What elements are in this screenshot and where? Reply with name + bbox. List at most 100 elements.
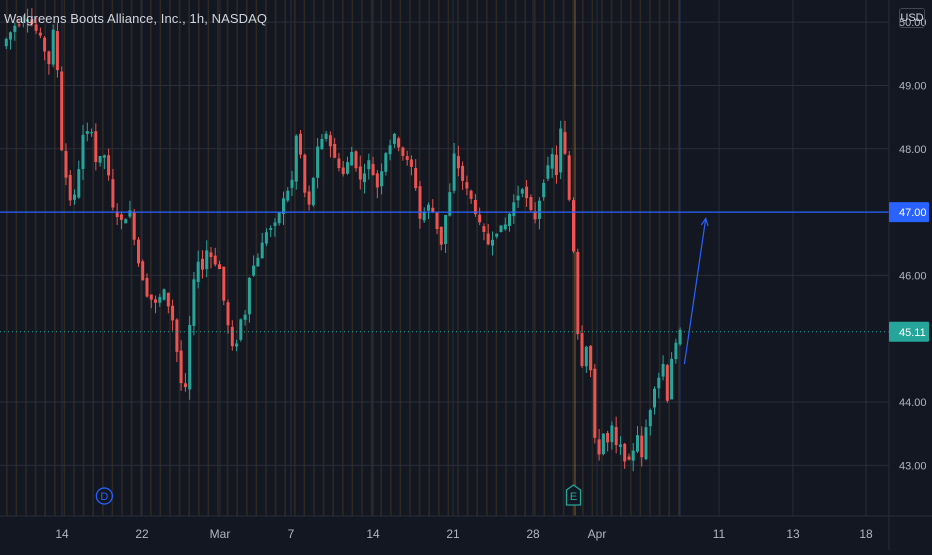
candle[interactable] (473, 194, 477, 217)
candle[interactable] (166, 292, 170, 314)
candle[interactable] (508, 212, 511, 232)
candle[interactable] (618, 436, 622, 455)
currency-button[interactable]: USD (899, 8, 925, 28)
candle[interactable] (85, 122, 89, 142)
candle[interactable] (648, 408, 652, 436)
candle[interactable] (623, 442, 627, 469)
candle[interactable] (422, 207, 426, 223)
candle[interactable] (137, 237, 140, 267)
candle[interactable] (124, 218, 128, 224)
candle[interactable] (73, 189, 76, 205)
candle[interactable] (260, 232, 264, 259)
candle[interactable] (239, 318, 243, 342)
candle[interactable] (175, 318, 179, 363)
candle[interactable] (51, 24, 55, 68)
candle[interactable] (533, 202, 537, 224)
time-axis[interactable]: 14 22 Mar 7 14 21 28 Apr 11 13 18 (55, 527, 873, 541)
candle[interactable] (503, 217, 507, 231)
candle[interactable] (354, 150, 358, 172)
candle[interactable] (290, 170, 294, 196)
candle[interactable] (589, 345, 593, 378)
candle[interactable] (256, 253, 260, 267)
candle[interactable] (294, 134, 298, 190)
candle[interactable] (111, 168, 115, 211)
candle[interactable] (17, 18, 21, 28)
candle[interactable] (320, 133, 324, 151)
candle[interactable] (529, 194, 533, 213)
candle[interactable] (367, 153, 371, 180)
candle[interactable] (311, 176, 315, 207)
candle[interactable] (363, 163, 366, 194)
candle[interactable] (252, 255, 256, 277)
candle[interactable] (235, 339, 239, 352)
candle[interactable] (601, 433, 605, 456)
candle[interactable] (307, 185, 311, 211)
candle[interactable] (427, 202, 430, 219)
candle[interactable] (520, 187, 524, 198)
candle[interactable] (154, 295, 157, 314)
candle[interactable] (631, 443, 635, 472)
candle[interactable] (606, 430, 610, 452)
candle[interactable] (546, 156, 550, 182)
candle[interactable] (226, 299, 230, 334)
candle[interactable] (614, 416, 618, 454)
candle[interactable] (98, 155, 102, 167)
candle[interactable] (47, 50, 51, 75)
candle[interactable] (77, 160, 81, 199)
candle[interactable] (171, 299, 175, 331)
candle[interactable] (333, 137, 337, 159)
dividend-marker[interactable]: D (95, 487, 114, 505)
candle[interactable] (482, 223, 486, 241)
candle[interactable] (13, 22, 17, 41)
candle[interactable] (102, 154, 106, 170)
candle[interactable] (465, 175, 469, 196)
candle[interactable] (499, 225, 503, 233)
candle[interactable] (388, 139, 392, 161)
candle[interactable] (661, 355, 665, 381)
candle[interactable] (674, 338, 678, 364)
candle[interactable] (491, 231, 494, 256)
candle[interactable] (452, 142, 456, 194)
candle[interactable] (644, 419, 648, 461)
candle[interactable] (469, 189, 473, 204)
candle[interactable] (90, 128, 94, 137)
candle[interactable] (636, 426, 639, 454)
candle[interactable] (30, 8, 34, 27)
candle[interactable] (439, 226, 443, 251)
candle[interactable] (128, 200, 132, 219)
candle[interactable] (537, 197, 541, 230)
candle[interactable] (303, 153, 307, 198)
candle[interactable] (218, 260, 221, 270)
candle[interactable] (375, 170, 379, 199)
candle[interactable] (495, 233, 499, 239)
candle[interactable] (640, 426, 644, 467)
candle[interactable] (678, 327, 682, 346)
candle[interactable] (230, 320, 234, 351)
candle[interactable] (414, 159, 418, 191)
candle[interactable] (196, 250, 200, 289)
candle[interactable] (81, 124, 85, 180)
candle[interactable] (448, 183, 452, 217)
candle[interactable] (478, 207, 482, 226)
candle[interactable] (572, 197, 575, 254)
candle[interactable] (201, 250, 204, 279)
candle[interactable] (559, 120, 563, 180)
candle[interactable] (563, 120, 567, 155)
candle[interactable] (371, 156, 375, 176)
trend-arrow[interactable] (683, 217, 709, 365)
candle[interactable] (627, 453, 631, 461)
candle[interactable] (328, 131, 332, 158)
candle[interactable] (550, 147, 554, 178)
candle[interactable] (542, 179, 546, 201)
candle[interactable] (282, 191, 285, 225)
candle[interactable] (401, 146, 405, 161)
candle[interactable] (205, 240, 209, 278)
candle[interactable] (141, 259, 145, 281)
candle[interactable] (68, 169, 72, 206)
candle[interactable] (119, 211, 123, 230)
candle[interactable] (286, 187, 290, 203)
candle[interactable] (397, 136, 401, 152)
candle[interactable] (213, 247, 217, 267)
candle[interactable] (670, 352, 674, 400)
